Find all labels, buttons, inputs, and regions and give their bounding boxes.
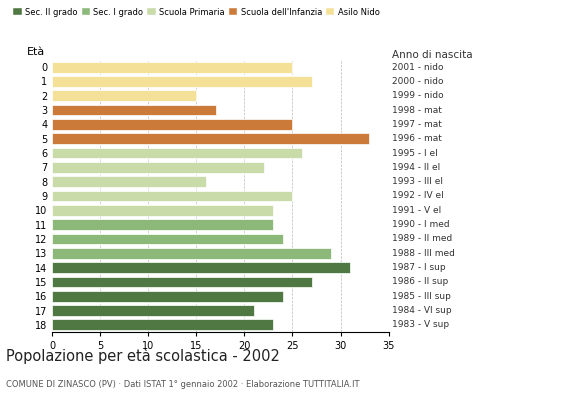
Bar [52,162,264,173]
Text: 1997 - mat: 1997 - mat [392,120,442,129]
Bar [52,305,254,316]
Bar [52,205,273,216]
Text: 1994 - II el: 1994 - II el [392,163,440,172]
Text: 1998 - mat: 1998 - mat [392,106,442,115]
Bar [52,76,311,87]
Bar [52,291,283,302]
Text: Anno di nascita: Anno di nascita [392,50,473,60]
Bar [52,191,292,201]
Text: 1989 - II med: 1989 - II med [392,234,452,244]
Legend: Sec. II grado, Sec. I grado, Scuola Primaria, Scuola dell'Infanzia, Asilo Nido: Sec. II grado, Sec. I grado, Scuola Prim… [10,4,383,20]
Text: 2001 - nido: 2001 - nido [392,63,444,72]
Bar [52,262,350,273]
Text: 1999 - nido: 1999 - nido [392,91,444,100]
Text: 2000 - nido: 2000 - nido [392,77,444,86]
Bar [52,276,311,287]
Bar [52,133,369,144]
Bar [52,119,292,130]
Text: Popolazione per età scolastica - 2002: Popolazione per età scolastica - 2002 [6,348,280,364]
Bar [52,105,216,116]
Text: 1995 - I el: 1995 - I el [392,148,438,158]
Bar [52,219,273,230]
Text: COMUNE DI ZINASCO (PV) · Dati ISTAT 1° gennaio 2002 · Elaborazione TUTTITALIA.IT: COMUNE DI ZINASCO (PV) · Dati ISTAT 1° g… [6,380,359,389]
Text: 1985 - III sup: 1985 - III sup [392,292,451,301]
Text: 1992 - IV el: 1992 - IV el [392,192,444,200]
Text: 1990 - I med: 1990 - I med [392,220,450,229]
Bar [52,248,331,259]
Text: 1991 - V el: 1991 - V el [392,206,441,215]
Text: 1987 - I sup: 1987 - I sup [392,263,445,272]
Text: 1993 - III el: 1993 - III el [392,177,443,186]
Text: 1986 - II sup: 1986 - II sup [392,277,448,286]
Bar [52,62,292,72]
Text: Età: Età [27,47,45,57]
Bar [52,320,273,330]
Text: 1988 - III med: 1988 - III med [392,249,455,258]
Text: 1996 - mat: 1996 - mat [392,134,442,143]
Bar [52,176,206,187]
Text: 1983 - V sup: 1983 - V sup [392,320,449,329]
Bar [52,148,302,158]
Text: 1984 - VI sup: 1984 - VI sup [392,306,452,315]
Bar [52,90,197,101]
Bar [52,234,283,244]
